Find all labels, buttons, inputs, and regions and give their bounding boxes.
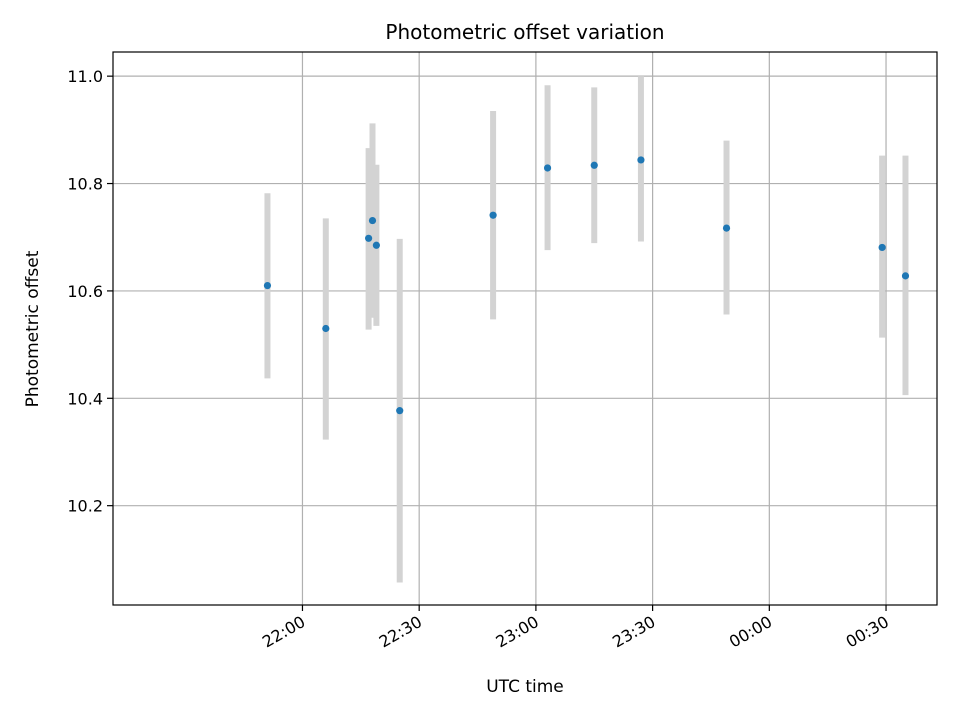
data-point xyxy=(489,211,497,219)
y-tick-label: 10.8 xyxy=(67,175,103,194)
data-point xyxy=(543,164,552,172)
data-point xyxy=(722,224,731,232)
data-point xyxy=(637,156,645,164)
y-tick-label: 10.6 xyxy=(67,282,103,301)
y-tick-label: 11.0 xyxy=(67,67,103,86)
data-point xyxy=(590,161,598,169)
chart-title: Photometric offset variation xyxy=(385,20,664,44)
data-points xyxy=(263,156,910,415)
y-axis-title: Photometric offset xyxy=(23,250,43,407)
data-point xyxy=(901,272,910,280)
data-point xyxy=(368,216,377,225)
data-point xyxy=(365,234,373,242)
x-axis-title: UTC time xyxy=(486,677,564,697)
data-point xyxy=(396,407,404,415)
y-tick-label: 10.2 xyxy=(67,497,103,516)
data-point xyxy=(878,243,886,252)
grid xyxy=(113,52,937,605)
y-tick-label: 10.4 xyxy=(67,389,103,408)
plot-frame xyxy=(112,51,938,606)
data-point xyxy=(263,281,272,290)
data-point xyxy=(372,241,380,249)
y-axis: 10.2 10.4 10.6 10.8 11.0 xyxy=(67,67,113,516)
data-point xyxy=(322,324,330,333)
